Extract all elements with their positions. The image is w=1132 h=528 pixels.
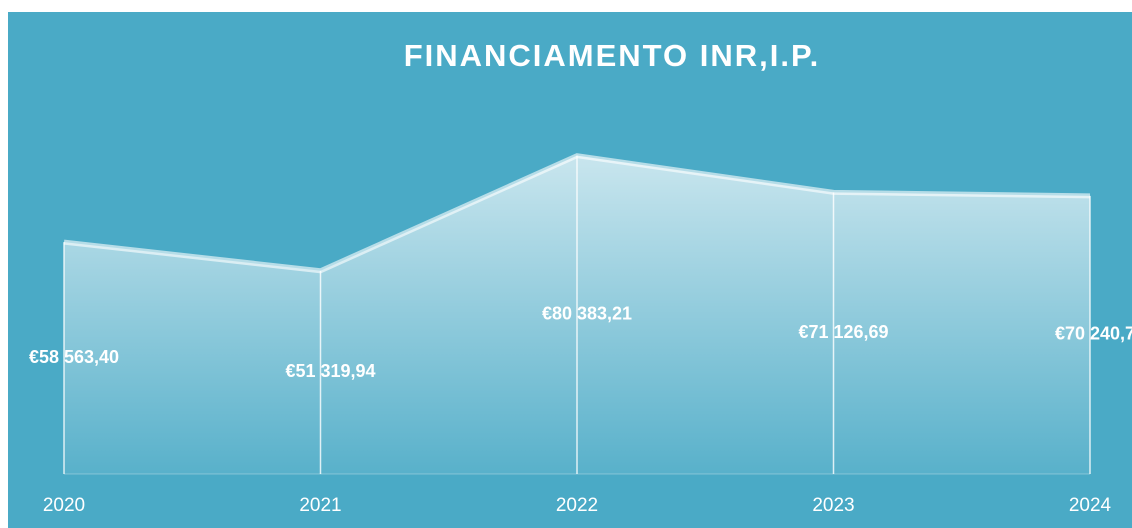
x-tick-label: 2023 (812, 495, 854, 516)
data-label: €51 319,94 (285, 361, 375, 381)
data-label: €80 383,21 (542, 304, 632, 324)
chart-title: FINANCIAMENTO INR,I.P. (404, 38, 821, 73)
x-tick-label: 2024 (1069, 495, 1112, 516)
x-tick-label: 2022 (556, 495, 598, 516)
data-label: €71 126,69 (798, 322, 888, 342)
area-line (63, 153, 1091, 274)
x-tick-label: 2021 (299, 495, 341, 516)
data-label: €58 563,40 (29, 347, 119, 367)
data-label: €70 240,77 (1055, 324, 1132, 344)
x-tick-label: 2020 (43, 495, 85, 516)
